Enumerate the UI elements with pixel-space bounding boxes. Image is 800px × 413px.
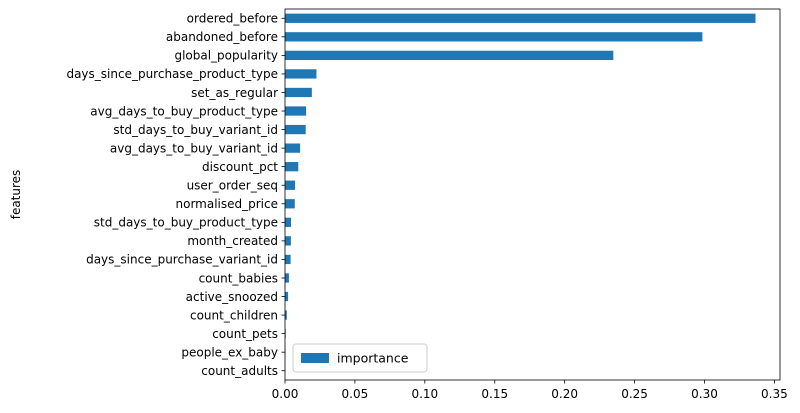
x-tick-label: 0.05 [342, 387, 369, 401]
bar-count-babies [285, 273, 289, 283]
y-tick-label: days_since_purchase_product_type [66, 67, 278, 81]
bar-std-days-to-buy-variant-id [285, 124, 306, 135]
bar-global-popularity [285, 50, 614, 61]
y-tick-label: normalised_price [176, 197, 279, 211]
bar-avg-days-to-buy-variant-id [285, 143, 301, 153]
x-tick-label: 0.20 [551, 387, 578, 401]
bar-active-snoozed [285, 291, 289, 302]
y-tick-label: std_days_to_buy_product_type [94, 216, 278, 230]
x-tick-label: 0.10 [411, 387, 438, 401]
y-tick-label: count_babies [199, 271, 278, 285]
x-tick-label: 0.30 [691, 387, 718, 401]
bar-user-order-seq [285, 180, 296, 190]
legend-box [292, 343, 428, 373]
y-tick-label: month_created [187, 234, 278, 248]
bar-std-days-to-buy-product-type [285, 217, 292, 227]
x-tick-label: 0.25 [621, 387, 648, 401]
bar-avg-days-to-buy-product-type [285, 106, 307, 116]
y-tick-label: people_ex_baby [181, 345, 278, 359]
bar-days-since-purchase-product-type [285, 69, 317, 79]
y-tick-label: active_snoozed [186, 290, 278, 304]
bar-set-as-regular [285, 87, 312, 98]
y-tick-label: count_children [190, 308, 278, 322]
y-tick-label: set_as_regular [191, 86, 278, 100]
x-tick-label: 0.15 [481, 387, 508, 401]
bar-month-created [285, 236, 291, 246]
bar-count-children [285, 310, 287, 320]
x-tick-label: 0.35 [761, 387, 788, 401]
y-tick-label: global_popularity [174, 49, 278, 63]
y-axis-ticks: count_adults people_ex_baby count_pets coun… [66, 12, 285, 378]
x-tick-label: 0.00 [272, 387, 299, 401]
y-tick-label: user_order_seq [187, 179, 278, 193]
y-tick-label: days_since_purchase_variant_id [86, 253, 278, 267]
bar-ordered-before [285, 13, 756, 23]
bar-days-since-purchase-variant-id [285, 254, 291, 265]
y-tick-label: count_pets [212, 327, 278, 341]
x-axis-ticks: 0.00 0.05 0.10 0.15 0.20 0.25 0.30 0.35 [272, 380, 788, 401]
y-tick-label: avg_days_to_buy_product_type [90, 104, 278, 118]
y-axis-title: features [9, 170, 23, 220]
bar-discount-pct [285, 162, 299, 172]
bar-abandoned-before [285, 32, 703, 42]
legend-swatch [301, 353, 329, 363]
y-tick-label: ordered_before [187, 12, 278, 26]
y-tick-label: count_adults [201, 364, 278, 378]
plot-frame [284, 8, 781, 381]
y-tick-label: discount_pct [202, 160, 278, 174]
y-tick-label: std_days_to_buy_variant_id [113, 123, 278, 137]
bar-normalised-price [285, 199, 295, 209]
legend-label-importance: importance [337, 351, 409, 366]
y-tick-label: abandoned_before [166, 30, 278, 44]
legend: importance [292, 343, 428, 373]
bars [285, 13, 756, 376]
y-tick-label: avg_days_to_buy_variant_id [110, 141, 278, 155]
